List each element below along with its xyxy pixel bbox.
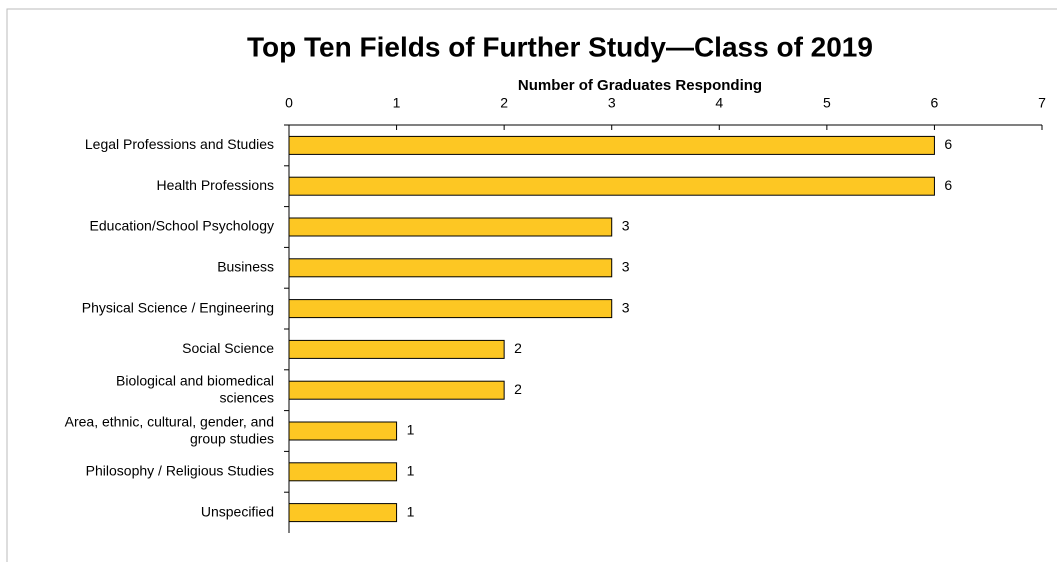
x-tick-label: 5: [823, 95, 831, 111]
value-label: 6: [944, 177, 952, 193]
y-tick-label: Health Professions: [156, 177, 274, 193]
axis-label: Number of Graduates Responding: [518, 77, 762, 94]
bar: [288, 258, 613, 278]
value-label: 3: [622, 299, 630, 315]
bar: [288, 299, 613, 319]
y-tick-label: Physical Science / Engineering: [82, 299, 274, 315]
y-tick-label: Unspecified: [201, 503, 274, 519]
y-tick-label: Philosophy / Religious Studies: [86, 463, 274, 479]
value-label: 2: [514, 340, 522, 356]
y-tick-label: Legal Professions and Studies: [85, 136, 274, 152]
bar: [288, 217, 613, 237]
chart-title: Top Ten Fields of Further Study—Class of…: [247, 31, 873, 62]
y-tick-label: Area, ethnic, cultural, gender, and group…: [65, 413, 274, 446]
bar: [288, 421, 398, 441]
value-label: 3: [622, 259, 630, 275]
y-tick-label: Social Science: [182, 340, 274, 356]
y-tick-label: Biological and biomedical sciences: [116, 372, 274, 405]
bar: [288, 176, 935, 196]
y-tick-label: Business: [217, 259, 274, 275]
value-label: 1: [407, 503, 415, 519]
value-label: 1: [407, 422, 415, 438]
bar: [288, 503, 398, 523]
x-tick-label: 3: [608, 95, 616, 111]
bar: [288, 135, 935, 155]
bar: [288, 380, 505, 400]
x-tick-label: 1: [393, 95, 401, 111]
value-label: 3: [622, 218, 630, 234]
x-tick-label: 7: [1038, 95, 1046, 111]
value-label: 1: [407, 463, 415, 479]
value-label: 2: [514, 381, 522, 397]
y-tick-label: Education/School Psychology: [90, 218, 274, 234]
bar: [288, 462, 398, 482]
value-label: 6: [944, 136, 952, 152]
bar: [288, 339, 505, 359]
frame: [6, 8, 1057, 562]
x-tick-label: 2: [500, 95, 508, 111]
x-tick-label: 6: [931, 95, 939, 111]
x-tick-label: 0: [285, 95, 293, 111]
x-tick-label: 4: [715, 95, 723, 111]
